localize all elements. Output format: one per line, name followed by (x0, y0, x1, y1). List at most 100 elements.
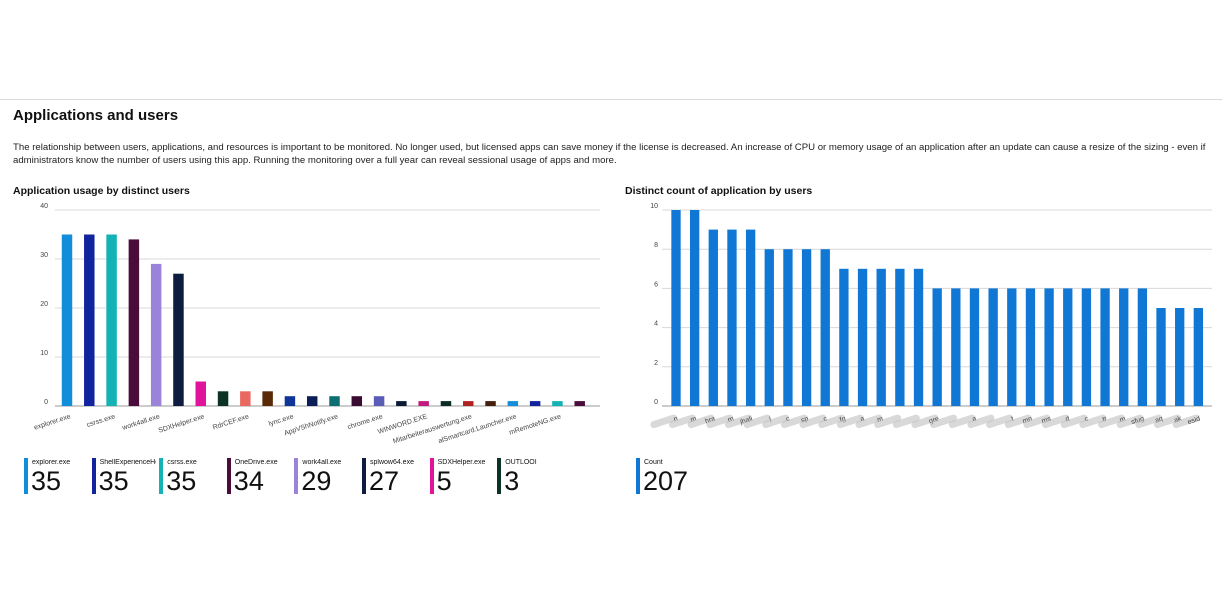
bar[interactable] (217, 391, 229, 406)
blurred-x-label (668, 414, 696, 429)
x-tick-label: SDXHelper.exe (158, 413, 206, 434)
kpi-value: 27 (369, 466, 400, 496)
bar[interactable] (195, 381, 206, 407)
bar[interactable] (727, 229, 737, 406)
bar[interactable] (351, 396, 363, 406)
bar[interactable] (150, 263, 162, 406)
bar[interactable] (1119, 288, 1129, 406)
blurred-x-label (911, 414, 939, 429)
bar[interactable] (306, 396, 318, 406)
y-tick-label: 6 (654, 281, 658, 288)
bar[interactable] (1156, 308, 1166, 406)
bar[interactable] (1025, 288, 1036, 406)
bar[interactable] (440, 401, 452, 406)
x-tick-label: work4all.exe (121, 413, 161, 432)
x-tick-label: c (785, 415, 791, 423)
app-usage-bar-chart[interactable]: 0 10 20 30 40 explorer.exe csrss.exe work4all.e… (0, 198, 604, 448)
bar[interactable] (1193, 308, 1204, 406)
bar[interactable] (876, 268, 886, 406)
blurred-x-label (1098, 414, 1126, 429)
blurred-x-label (1060, 414, 1088, 429)
bar[interactable] (1007, 288, 1017, 406)
blurred-x-label (743, 414, 771, 429)
bar[interactable] (529, 401, 541, 406)
bar[interactable] (708, 229, 718, 406)
bar[interactable] (764, 249, 774, 406)
kpi-label: explorer.exe (32, 459, 71, 466)
bar[interactable] (671, 210, 681, 406)
bar[interactable] (262, 391, 273, 406)
x-tick-label: esid (1187, 416, 1201, 427)
y-tick-label: 10 (40, 350, 48, 357)
blurred-x-label (930, 414, 958, 429)
bar[interactable] (839, 268, 849, 406)
kpi-label: Count (644, 459, 663, 466)
bar[interactable] (913, 268, 924, 406)
kpi-color-bar (226, 458, 231, 494)
bar[interactable] (857, 268, 868, 406)
bar[interactable] (463, 401, 474, 406)
y-tick-label: 2 (654, 360, 658, 367)
kpi-card: Count 207 (636, 458, 716, 495)
bar[interactable] (783, 249, 793, 406)
bar[interactable] (801, 249, 812, 406)
blurred-x-label (892, 414, 920, 429)
kpi-color-bar (24, 458, 28, 494)
bar[interactable] (329, 396, 340, 406)
bar[interactable] (396, 401, 407, 406)
x-tick-label: hra (704, 416, 716, 426)
bar[interactable] (745, 229, 756, 406)
bar[interactable] (895, 268, 905, 406)
blurred-x-label (1079, 414, 1107, 429)
bar[interactable] (1100, 288, 1110, 406)
bar[interactable] (552, 401, 563, 406)
bar[interactable] (84, 234, 95, 407)
x-tick-label: a (860, 416, 866, 424)
bar[interactable] (1081, 288, 1092, 406)
kpi-label: SDXHelper.exe (437, 459, 486, 466)
bar[interactable] (820, 249, 830, 406)
kpi-label: ShellExperienceHost.exe (99, 459, 156, 466)
kpi-card: splwow64.exe 27 (362, 458, 426, 496)
bar[interactable] (1063, 288, 1073, 406)
kpi-value: 34 (233, 466, 264, 496)
bar[interactable] (1175, 308, 1185, 406)
bar[interactable] (969, 288, 980, 406)
x-tick-label: m (876, 416, 884, 425)
kpi-value: 29 (301, 466, 332, 496)
x-tick-label: m (727, 416, 735, 425)
x-tick-label: fg (839, 416, 847, 424)
bar[interactable] (951, 288, 961, 406)
y-tick-label: 8 (654, 242, 658, 249)
bar[interactable] (128, 239, 140, 406)
bar[interactable] (418, 401, 429, 406)
bar[interactable] (988, 288, 998, 406)
kpi-card: OUTLOOI 3 (497, 458, 561, 495)
bar[interactable] (373, 396, 385, 406)
x-tick-label: ak (1173, 415, 1183, 424)
bar[interactable] (932, 288, 942, 406)
bar[interactable] (173, 273, 184, 406)
blurred-x-label (818, 414, 846, 429)
blurred-x-label (986, 414, 1014, 429)
bar[interactable] (240, 391, 251, 406)
bar[interactable] (1044, 288, 1054, 406)
bar[interactable] (61, 234, 73, 407)
bar[interactable] (1137, 288, 1148, 406)
bar[interactable] (284, 396, 296, 406)
kpi-color-bar (429, 458, 434, 494)
blurred-x-label (1023, 414, 1051, 429)
x-tick-label: mRemoteNG.exe (508, 413, 562, 436)
kpi-color-bar (91, 458, 96, 494)
bar[interactable] (106, 234, 117, 407)
kpi-label: work4all.exe (302, 459, 342, 466)
bar[interactable] (574, 401, 585, 406)
kpi-label: OneDrive.exe (234, 459, 278, 466)
kpi-color-bar (636, 458, 640, 494)
bar[interactable] (689, 210, 700, 406)
bar[interactable] (485, 401, 496, 406)
bar[interactable] (507, 401, 519, 406)
x-tick-label: n (673, 416, 679, 424)
